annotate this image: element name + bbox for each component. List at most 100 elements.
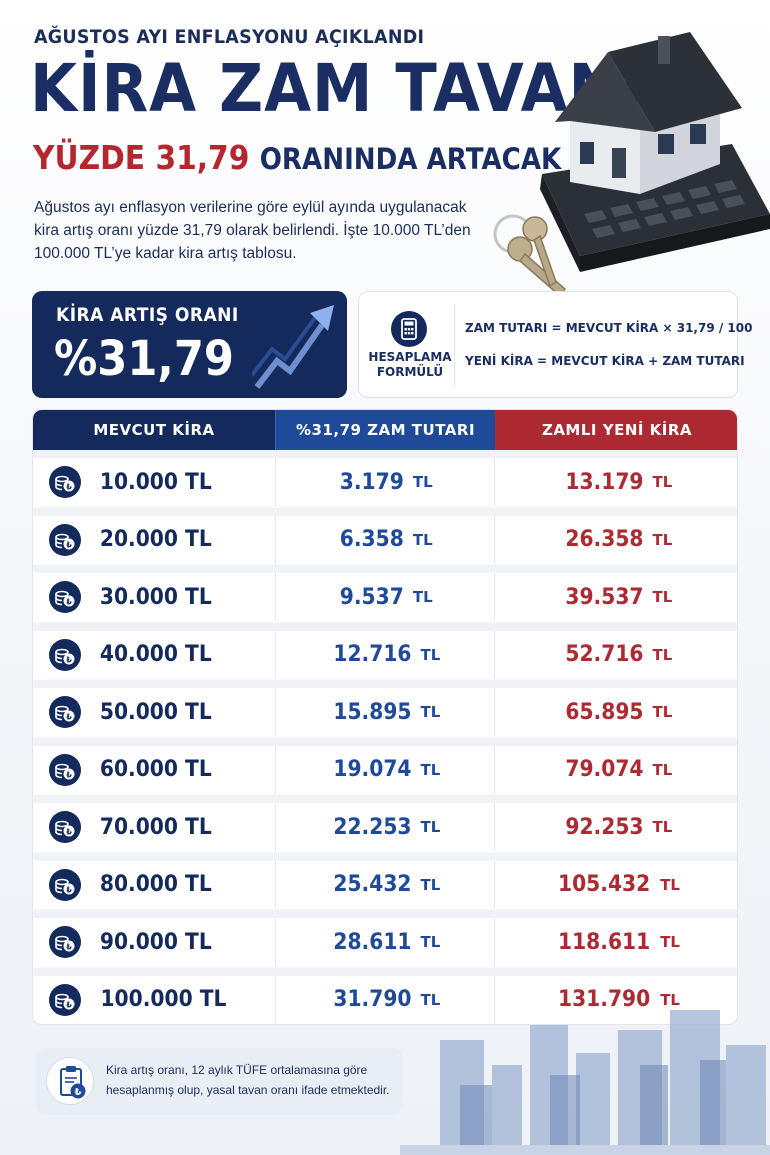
- cell-increase-amount: 31.790 TL: [275, 975, 495, 1024]
- cell-new-rent: 131.790 TL: [495, 976, 737, 1024]
- formula-label-line2: FORMÜLÜ: [376, 365, 444, 379]
- cell-new-rent: 39.537 TL: [495, 573, 737, 621]
- cell-new-rent: 52.716 TL: [495, 631, 737, 679]
- rent-table: MEVCUT KİRA %31,79 ZAM TUTARI ZAMLI YENİ…: [32, 409, 738, 1025]
- cell-current-rent: ₺ 90.000 TL: [33, 918, 275, 966]
- svg-text:₺: ₺: [66, 770, 72, 779]
- svg-text:₺: ₺: [66, 483, 72, 492]
- cell-current-rent: ₺ 100.000 TL: [33, 976, 275, 1024]
- current-rent-value: 20.000 TL: [99, 527, 212, 552]
- currency-label: TL: [420, 875, 441, 894]
- cell-current-rent: ₺ 80.000 TL: [33, 861, 275, 909]
- subtitle-highlight: YÜZDE 31,79: [33, 138, 250, 177]
- currency-label: TL: [660, 875, 680, 894]
- cell-new-rent: 105.432 TL: [495, 861, 737, 909]
- cell-current-rent: ₺ 20.000 TL: [33, 516, 275, 564]
- table-row: ₺ 90.000 TL 28.611 TL 118.611 TL: [33, 910, 737, 966]
- current-rent-value: 30.000 TL: [99, 584, 212, 610]
- cell-increase-amount: 3.179 TL: [275, 458, 495, 506]
- currency-label: TL: [660, 933, 680, 951]
- formula-line-new-rent: YENİ KİRA = MEVCUT KİRA + ZAM TUTARI: [465, 354, 745, 368]
- header-new-rent: ZAMLI YENİ KİRA: [495, 410, 737, 450]
- table-header: MEVCUT KİRA %31,79 ZAM TUTARI ZAMLI YENİ…: [33, 410, 737, 450]
- cell-new-rent: 13.179 TL: [495, 458, 737, 506]
- header-increase-amount: %31,79 ZAM TUTARI: [275, 410, 495, 450]
- coin-lira-icon: ₺: [49, 811, 81, 843]
- cell-current-rent: ₺ 10.000 TL: [33, 458, 275, 506]
- new-rent-value: 131.790: [558, 987, 651, 1012]
- cell-increase-amount: 19.074 TL: [275, 745, 495, 794]
- table-row: ₺ 50.000 TL 15.895 TL 65.895 TL: [33, 680, 737, 736]
- cell-current-rent: ₺ 30.000 TL: [33, 573, 275, 621]
- increase-value: 12.716: [333, 642, 412, 667]
- rate-value: %31,79: [54, 331, 234, 387]
- table-row: ₺ 30.000 TL 9.537 TL 39.537 TL: [33, 565, 737, 621]
- page-title: KİRA ZAM TAVANI: [30, 50, 644, 127]
- formula-label-line1: HESAPLAMA: [368, 350, 452, 364]
- cell-increase-amount: 22.253 TL: [275, 803, 495, 851]
- svg-text:₺: ₺: [66, 943, 72, 952]
- increase-value: 15.895: [333, 699, 412, 725]
- cell-increase-amount: 15.895 TL: [275, 688, 495, 736]
- formula-label: HESAPLAMA FORMÜLÜ: [367, 350, 453, 380]
- increase-value: 25.432: [333, 872, 412, 897]
- keys-illustration: [493, 214, 567, 298]
- current-rent-value: 80.000 TL: [99, 872, 212, 897]
- coin-lira-icon: ₺: [49, 753, 81, 786]
- svg-text:₺: ₺: [66, 1000, 72, 1009]
- calculator-icon: [391, 311, 427, 347]
- current-rent-value: 60.000 TL: [99, 757, 212, 782]
- formula-box: HESAPLAMA FORMÜLÜ ZAM TUTARI = MEVCUT Kİ…: [358, 291, 752, 398]
- formula-divider: [454, 304, 455, 386]
- currency-label: TL: [420, 760, 441, 779]
- coin-lira-icon: ₺: [49, 983, 81, 1016]
- new-rent-value: 118.611: [558, 929, 651, 955]
- currency-label: TL: [652, 760, 673, 779]
- subtitle-rest: ORANINDA ARTACAK: [259, 142, 562, 176]
- city-skyline-illustration: [400, 1010, 770, 1155]
- cell-current-rent: ₺ 60.000 TL: [33, 746, 275, 794]
- svg-text:₺: ₺: [66, 655, 72, 664]
- currency-label: TL: [652, 473, 673, 491]
- increase-value: 6.358: [340, 527, 405, 552]
- new-rent-value: 92.253: [565, 814, 644, 840]
- current-rent-value: 10.000 TL: [99, 469, 212, 495]
- rate-box: KİRA ARTIŞ ORANI %31,79: [32, 291, 347, 398]
- cell-increase-amount: 25.432 TL: [275, 860, 495, 909]
- cell-new-rent: 118.611 TL: [495, 918, 737, 966]
- cell-increase-amount: 6.358 TL: [275, 515, 495, 564]
- currency-label: TL: [420, 933, 441, 951]
- new-rent-value: 13.179: [565, 469, 644, 495]
- house-calculator-keys-illustration: [493, 32, 770, 298]
- clipboard-lira-icon: ₺: [46, 1057, 94, 1105]
- currency-label: TL: [412, 588, 433, 606]
- cell-increase-amount: 12.716 TL: [275, 630, 495, 679]
- current-rent-value: 90.000 TL: [99, 929, 212, 955]
- svg-text:₺: ₺: [66, 828, 72, 837]
- increase-value: 9.537: [340, 584, 405, 610]
- increase-value: 22.253: [333, 814, 412, 840]
- currency-label: TL: [420, 990, 441, 1009]
- currency-label: TL: [652, 588, 673, 606]
- cell-increase-amount: 28.611 TL: [275, 918, 495, 966]
- new-rent-value: 105.432: [558, 872, 651, 897]
- table-row: ₺ 70.000 TL 22.253 TL 92.253 TL: [33, 795, 737, 851]
- rate-label: KİRA ARTIŞ ORANI: [56, 304, 239, 326]
- new-rent-value: 39.537: [565, 584, 644, 610]
- intro-paragraph: Ağustos ayı enflasyon verilerine göre ey…: [34, 199, 471, 262]
- cell-new-rent: 92.253 TL: [495, 803, 737, 851]
- cell-current-rent: ₺ 40.000 TL: [33, 631, 275, 679]
- coin-lira-icon: ₺: [49, 926, 81, 958]
- currency-label: TL: [420, 645, 441, 664]
- coin-lira-icon: ₺: [49, 466, 81, 498]
- kicker-text: AĞUSTOS AYI ENFLASYONU AÇIKLANDI: [34, 26, 425, 48]
- svg-text:₺: ₺: [75, 1087, 82, 1098]
- currency-label: TL: [420, 818, 441, 836]
- subtitle: YÜZDE 31,79 ORANINDA ARTACAK: [33, 141, 561, 174]
- table-row: ₺ 10.000 TL 3.179 TL 13.179 TL: [33, 450, 737, 506]
- current-rent-value: 40.000 TL: [99, 642, 212, 667]
- coin-lira-icon: ₺: [49, 523, 81, 556]
- house-illustration: [555, 32, 742, 194]
- increase-value: 28.611: [333, 929, 412, 955]
- currency-label: TL: [412, 530, 433, 549]
